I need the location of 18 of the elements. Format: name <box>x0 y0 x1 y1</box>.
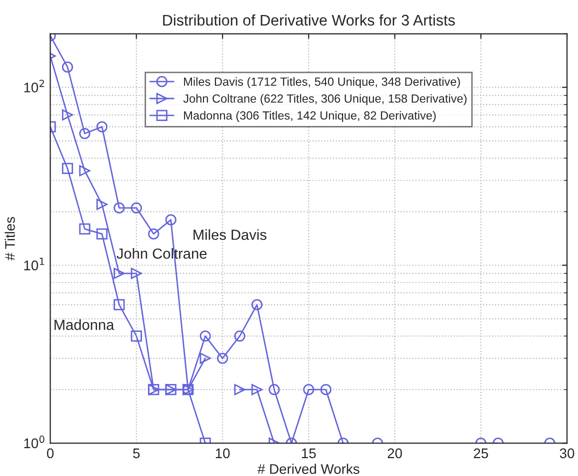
x-tick-label: 15 <box>302 448 316 458</box>
x-tick-label: 20 <box>388 448 402 458</box>
x-tick-label: 30 <box>560 448 574 458</box>
x-tick-label: 5 <box>133 448 140 458</box>
legend-label: John Coltrane (622 Titles, 306 Unique, 158 Derivative) <box>183 94 467 106</box>
annotation: Miles Davis <box>194 229 266 240</box>
x-tick-label: 25 <box>474 448 488 458</box>
y-axis-title: # Titles <box>4 216 15 260</box>
x-tick-label: 10 <box>216 448 230 458</box>
y-tick-label: 10$^{2}$ <box>24 80 44 92</box>
x-tick-label: 0 <box>46 448 54 458</box>
annotation: Madonna <box>54 319 114 330</box>
y-tick-label: 10$^{1}$ <box>24 258 44 270</box>
x-axis-title: # Derived Works <box>258 464 360 474</box>
y-tick-label: 10$^{0}$ <box>24 436 44 448</box>
legend-label: Miles Davis (1712 Titles, 540 Unique, 348 Derivative) <box>184 77 460 88</box>
chart-title: Distribution of Derivative Works for 3 Artists <box>163 14 455 26</box>
legend-label: Madonna (306 Titles, 142 Unique, 82 Derivative) <box>184 110 436 122</box>
